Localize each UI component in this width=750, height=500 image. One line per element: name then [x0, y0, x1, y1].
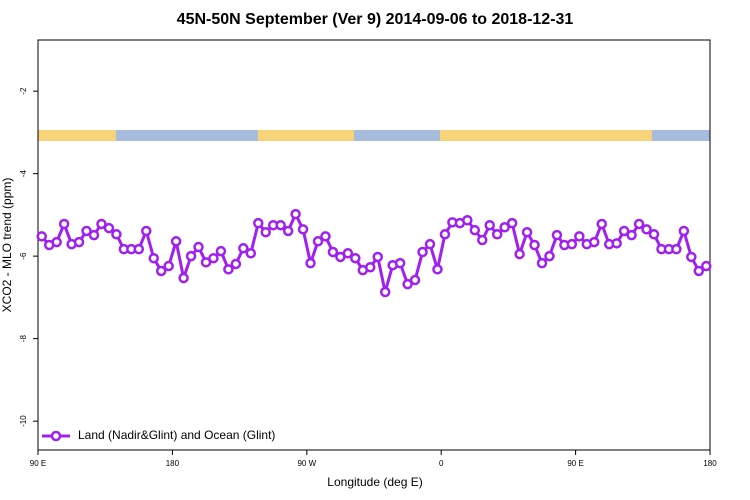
data-point [506, 217, 518, 229]
data-point [245, 247, 257, 259]
data-point [230, 258, 242, 270]
data-point [215, 245, 227, 257]
data-point [193, 241, 204, 253]
land-ocean-strip [38, 130, 710, 141]
data-point [253, 217, 264, 229]
data-point [320, 231, 331, 242]
data-point [678, 225, 690, 237]
data-point [499, 222, 510, 233]
legend-label: Land (Nadir&Glint) and Ocean (Glint) [78, 428, 275, 442]
data-point [469, 224, 481, 236]
y-tick-label: -10 [19, 415, 28, 427]
data-point [686, 251, 697, 263]
data-point [477, 234, 488, 246]
x-tick-label: 180 [166, 459, 180, 468]
plot-frame [37, 39, 711, 451]
data-point [633, 218, 645, 230]
land [258, 130, 354, 141]
data-point [409, 274, 421, 286]
data-point [178, 272, 189, 284]
data-point [648, 229, 660, 240]
data-point [133, 243, 145, 255]
data-point [484, 219, 495, 231]
data-point [701, 260, 712, 272]
data-point [551, 229, 563, 241]
data-point [417, 246, 428, 258]
data-point [626, 229, 637, 241]
data-point [58, 218, 70, 230]
data-point [275, 219, 286, 231]
data-point [282, 225, 294, 237]
data-point [208, 252, 219, 264]
land [440, 130, 652, 141]
x-axis-label: Longitude (deg E) [327, 475, 422, 489]
data-point [73, 236, 85, 248]
data-point [514, 248, 525, 260]
data-point [260, 226, 271, 238]
data-point [671, 243, 682, 255]
data-point [439, 229, 451, 240]
y-axis-label: XCO2 - MLO trend (ppm) [0, 178, 14, 313]
data-point [574, 231, 585, 242]
data-point [238, 243, 249, 254]
data-point [88, 229, 100, 241]
data-point [36, 231, 47, 242]
x-tick-label: 90 E [567, 459, 583, 468]
x-tick-label: 180 [703, 459, 717, 468]
data-point [223, 264, 234, 275]
data-point [372, 251, 383, 263]
data-point [693, 265, 705, 277]
data-point [96, 218, 107, 230]
data-point [81, 225, 92, 237]
y-tick-label: -6 [19, 252, 28, 260]
data-point [402, 278, 413, 290]
data-point [312, 236, 324, 247]
x-tick-label: 90 W [297, 459, 316, 468]
y-tick-label: -2 [19, 87, 28, 95]
data-point [327, 246, 339, 258]
data-point [611, 238, 622, 249]
x-tick-label: 90 E [30, 459, 46, 468]
data-point [529, 239, 540, 251]
data-point [521, 226, 533, 238]
data-point [596, 218, 607, 230]
data-point [185, 250, 197, 262]
data-point [350, 252, 361, 264]
data-point [566, 238, 578, 250]
data-point [103, 222, 115, 234]
data-point [462, 215, 473, 226]
data-point [51, 236, 62, 248]
data-point [297, 224, 309, 235]
data-point [365, 262, 376, 273]
data-point [424, 238, 436, 250]
data-point [305, 257, 316, 269]
data-point [618, 225, 630, 237]
data-point [589, 236, 600, 248]
data-point [290, 208, 301, 220]
data-point [163, 260, 174, 272]
ocean [38, 130, 710, 141]
data-point [641, 224, 652, 235]
x-tick-label: 0 [439, 459, 444, 468]
data-point [342, 247, 354, 259]
data-point [141, 225, 152, 237]
data-point [394, 257, 406, 269]
land [38, 130, 116, 141]
data-point [491, 229, 503, 240]
legend-marker [50, 430, 62, 442]
y-tick-label: -4 [19, 170, 28, 178]
y-tick-label: -8 [19, 335, 28, 343]
data-point [432, 264, 443, 275]
data-point [148, 252, 159, 264]
data-point [379, 286, 391, 298]
data-point [200, 257, 212, 268]
data-point [536, 257, 548, 269]
chart-title: 45N-50N September (Ver 9) 2014-09-06 to … [177, 11, 574, 28]
data-point [544, 250, 555, 262]
data-point [155, 265, 167, 277]
data-point [170, 236, 182, 247]
data-point [111, 229, 122, 240]
